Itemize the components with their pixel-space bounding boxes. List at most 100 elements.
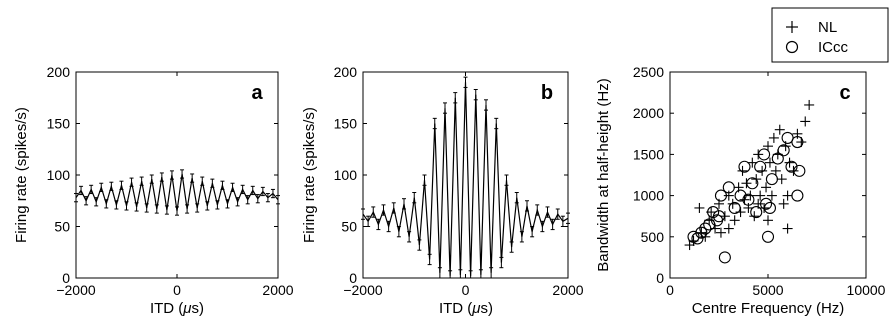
point-plus <box>766 190 777 201</box>
point-circle <box>695 226 708 239</box>
point-circle <box>738 160 751 173</box>
point-circle <box>742 193 755 206</box>
point-plus <box>684 240 695 251</box>
point-circle <box>791 189 804 202</box>
point-plus <box>784 157 795 168</box>
y-tick-label: 50 <box>341 219 357 235</box>
point-plus <box>763 215 773 226</box>
y-tick-label: 0 <box>62 270 70 286</box>
panel-a-xlabel: ITD (μs) <box>150 300 204 317</box>
point-circle <box>793 164 806 177</box>
panel-c-xlabel: Centre Frequency (Hz) <box>692 300 845 317</box>
panel-b-label: b <box>541 82 553 104</box>
point-plus <box>715 227 726 238</box>
point-plus <box>747 157 758 168</box>
y-tick-label: 100 <box>334 167 358 183</box>
x-tick-label: 0 <box>666 282 674 298</box>
point-plus <box>737 165 748 176</box>
point-circle <box>699 222 712 235</box>
legend-label-nl: NL <box>818 19 837 36</box>
panel-b: b ITD (μs) Firing rate (spikes/s) −2000 0… <box>301 64 584 317</box>
y-tick-label: 50 <box>54 219 70 235</box>
point-circle <box>714 189 728 202</box>
y-tick-label: 150 <box>334 116 358 132</box>
y-tick-label: 100 <box>47 167 71 183</box>
point-plus <box>763 141 773 152</box>
panel-c-ylabel: Bandwidth at half-height (Hz) <box>595 78 612 271</box>
point-plus <box>694 202 705 213</box>
x-tick-label: −2000 <box>343 282 383 298</box>
legend: NL ICcc <box>771 7 889 63</box>
point-plus <box>755 190 766 201</box>
x-tick-label: 0 <box>173 282 181 298</box>
y-tick-label: 0 <box>349 270 357 286</box>
point-plus <box>800 116 811 127</box>
point-plus <box>804 99 815 110</box>
point-plus <box>764 157 775 168</box>
point-plus <box>757 165 768 176</box>
point-plus <box>782 190 793 201</box>
point-plus <box>792 128 803 139</box>
y-tick-label: 150 <box>47 116 71 132</box>
x-tick-label: −2000 <box>56 282 96 298</box>
y-tick-label: 1500 <box>633 146 664 162</box>
panel-b-xlabel: ITD (μs) <box>439 300 493 317</box>
x-tick-label: 10000 <box>847 282 886 298</box>
point-circle <box>763 201 777 215</box>
x-tick-label: 0 <box>462 282 470 298</box>
point-circle <box>754 160 767 173</box>
panel-c-label: c <box>839 82 850 104</box>
point-plus <box>723 190 734 201</box>
point-circle <box>777 144 790 157</box>
point-plus <box>778 198 789 209</box>
point-circle <box>785 160 798 173</box>
point-circle <box>728 201 741 215</box>
point-circle <box>718 251 731 264</box>
point-plus <box>743 202 754 213</box>
point-plus <box>776 174 787 185</box>
point-circle <box>759 197 773 210</box>
series-line <box>362 82 569 276</box>
x-tick-label: 2000 <box>552 282 583 298</box>
point-circle <box>761 230 775 243</box>
point-circle <box>791 135 804 149</box>
point-plus <box>745 190 756 201</box>
y-tick-label: 200 <box>47 64 71 80</box>
point-plus <box>774 124 785 135</box>
y-tick-label: 200 <box>334 64 358 80</box>
point-plus <box>749 211 760 222</box>
point-circle <box>712 210 726 223</box>
panel-a-frame <box>75 71 279 279</box>
x-tick-label: 5000 <box>752 282 783 298</box>
y-tick-label: 2500 <box>633 64 664 80</box>
legend-plus-icon <box>786 21 798 33</box>
point-circle <box>734 189 747 202</box>
point-plus <box>723 223 734 234</box>
panel-a-ylabel: Firing rate (spikes/s) <box>13 107 30 243</box>
point-plus <box>768 132 779 143</box>
y-tick-label: 500 <box>641 229 665 245</box>
point-circle <box>703 218 716 231</box>
point-plus <box>761 182 772 193</box>
point-circle <box>722 181 735 194</box>
y-tick-label: 0 <box>656 270 664 286</box>
point-plus <box>729 215 740 226</box>
panel-a-label: a <box>251 82 263 104</box>
x-tick-label: 2000 <box>262 282 293 298</box>
point-plus <box>727 198 738 209</box>
legend-circle-icon <box>785 40 799 54</box>
panel-a: a ITD (μs) Firing rate (spikes/s) −2000 0… <box>13 64 294 317</box>
legend-label-iccc: ICcc <box>818 39 849 56</box>
point-circle <box>771 152 784 165</box>
point-circle <box>758 148 771 161</box>
panel-c: c Centre Frequency (Hz) Bandwidth at hal… <box>595 64 886 317</box>
point-circle <box>750 206 763 219</box>
y-tick-label: 1000 <box>633 188 664 204</box>
point-circle <box>746 177 759 190</box>
point-plus <box>782 223 793 234</box>
panel-b-ylabel: Firing rate (spikes/s) <box>301 107 318 243</box>
point-plus <box>770 165 781 176</box>
y-tick-label: 2000 <box>633 105 664 121</box>
point-circle <box>765 173 778 186</box>
